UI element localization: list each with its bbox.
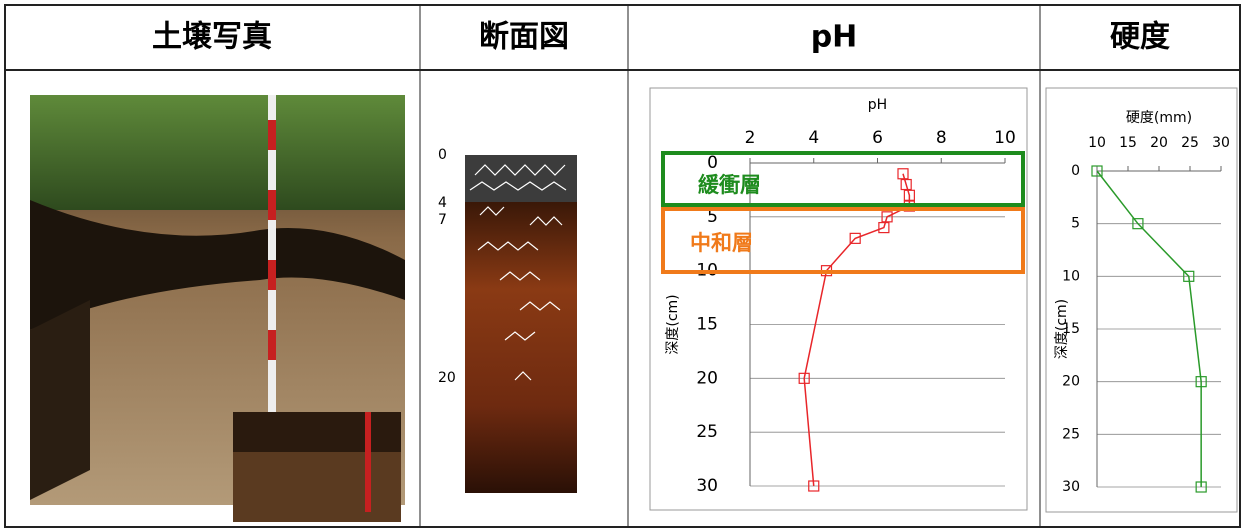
y-axis-label: 深度(cm) [1054,299,1070,359]
depth-label: 20 [438,370,456,386]
x-tick-label: 30 [1212,135,1230,151]
y-tick-label: 15 [696,315,718,335]
y-tick-label: 20 [696,368,718,388]
header-cell: 土壌写真 [152,20,272,55]
y-tick-label: 20 [1062,374,1080,390]
annotation-label: 緩衝層 [698,173,761,197]
chart-frame [1046,88,1237,512]
soil-photo [30,95,405,522]
annotation-label: 中和層 [690,231,753,255]
x-tick-label: 6 [872,128,883,148]
depth-label: 4 [438,195,447,211]
y-tick-label: 25 [1062,426,1080,442]
y-tick-label: 0 [707,153,718,173]
soil-profile [465,155,577,493]
y-tick-label: 30 [696,476,718,496]
y-tick-label: 10 [1062,268,1080,284]
y-tick-label: 0 [1071,163,1080,179]
page: 土壌写真 断面図 pH 硬度 04720051015202530246810pH… [0,0,1245,529]
data-line [804,174,909,486]
x-tick-label: 2 [745,128,756,148]
x-axis-label: 硬度(mm) [1126,110,1192,126]
x-tick-label: 4 [808,128,819,148]
depth-label: 7 [438,212,447,228]
y-axis-label: 深度(cm) [665,294,681,354]
y-tick-label: 30 [1062,479,1080,495]
header-cell: pH [811,20,858,55]
x-tick-label: 10 [1088,135,1106,151]
header-cell: 断面図 [479,20,569,55]
x-tick-label: 25 [1181,135,1199,151]
header-cell: 硬度 [1110,20,1170,55]
x-tick-label: 20 [1150,135,1168,151]
depth-label: 0 [438,147,447,163]
x-axis-label: pH [868,97,887,113]
y-tick-label: 25 [696,422,718,442]
y-tick-label: 5 [1071,216,1080,232]
x-tick-label: 8 [936,128,947,148]
x-tick-label: 10 [994,128,1016,148]
x-tick-label: 15 [1119,135,1137,151]
